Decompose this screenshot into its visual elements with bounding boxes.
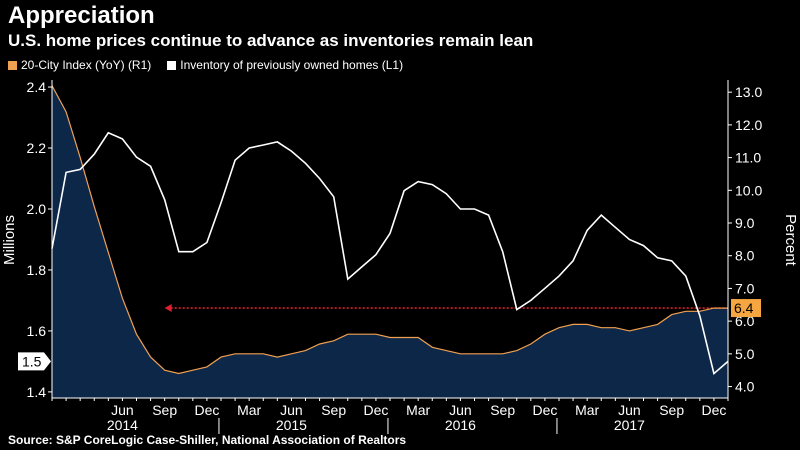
legend-label-index: 20-City Index (YoY) (R1) — [21, 58, 152, 72]
last-value-badge-index — [731, 299, 761, 318]
index-area-layer — [52, 85, 728, 398]
chart-source: Source: S&P CoreLogic Case-Shiller, Nati… — [8, 433, 407, 447]
x-year-label: 2016 — [445, 417, 476, 433]
legend-entry-index: 20-City Index (YoY) (R1) — [8, 58, 151, 72]
x-tick-label: Sep — [490, 402, 515, 418]
y-left-tick-label: 2.4 — [27, 79, 47, 95]
x-tick-label: Sep — [659, 402, 684, 418]
last-value-label-inventory: 1.5 — [22, 353, 42, 369]
axes-layer: 1.4 1.6 1.8 2.0 2.2 2.4 4.0 5.0 6.0 7.0 8.0 9.0 10.0… — [18, 79, 762, 434]
x-tick-label: Jun — [280, 402, 303, 418]
y-right-tick-label: 8.0 — [735, 248, 755, 264]
x-tick-label: Dec — [194, 402, 219, 418]
y-right-tick-label: 11.0 — [735, 150, 761, 166]
series-line-inventory — [51, 131, 729, 376]
y-right-tick-label: 7.0 — [735, 280, 755, 296]
legend-swatch-inventory — [167, 60, 177, 70]
y-right-tick-label: 12.0 — [735, 117, 762, 133]
y-right-tick-label: 10.0 — [735, 182, 762, 198]
x-tick-label: Mar — [575, 402, 599, 418]
y-left-tick-label: 1.6 — [27, 323, 47, 339]
y-right-tick-label: 13.0 — [735, 84, 762, 100]
chart-title: Appreciation — [8, 2, 155, 29]
legend-label-inventory: Inventory of previously owned homes (L1) — [180, 58, 404, 72]
y-left-tick-label: 1.8 — [27, 262, 47, 278]
legend-entry-inventory: Inventory of previously owned homes (L1) — [167, 58, 403, 72]
last-value-label-index: 6.4 — [734, 300, 754, 316]
x-tick-label: Jun — [618, 402, 641, 418]
y-left-tick-label: 2.2 — [27, 140, 47, 156]
x-year-label: 2017 — [614, 417, 645, 433]
index-area — [52, 85, 728, 398]
chart-subtitle: U.S. home prices continue to advance as … — [8, 31, 534, 50]
y-right-tick-label: 5.0 — [735, 346, 755, 362]
y-left-tick-label: 2.0 — [27, 201, 47, 217]
x-tick-label: Jun — [111, 402, 134, 418]
chart-legend: 20-City Index (YoY) (R1) Inventory of pr… — [8, 58, 419, 72]
y-axis-right-label: Percent — [782, 214, 799, 267]
series-line-layer — [51, 85, 729, 376]
y-right-tick-label: 4.0 — [735, 379, 755, 395]
last-value-badge-inventory — [18, 352, 51, 371]
x-tick-label: Mar — [406, 402, 430, 418]
series-line-index — [51, 85, 728, 375]
x-tick-label: Mar — [237, 402, 261, 418]
x-tick-label: Sep — [152, 402, 177, 418]
x-year-label: 2014 — [107, 417, 138, 433]
legend-swatch-index — [8, 60, 17, 70]
x-tick-label: Sep — [321, 402, 346, 418]
y-left-tick-label: 1.4 — [27, 384, 47, 400]
x-tick-label: Dec — [532, 402, 557, 418]
x-tick-label: Jun — [449, 402, 472, 418]
y-axis-left-label: Millions — [1, 215, 18, 265]
x-tick-label: Dec — [701, 402, 726, 418]
reference-line-layer — [164, 304, 728, 313]
reference-arrow-head — [164, 304, 172, 313]
y-right-tick-label: 6.0 — [735, 313, 755, 329]
y-right-tick-label: 9.0 — [735, 215, 755, 231]
x-tick-label: Dec — [363, 402, 388, 418]
x-year-label: 2015 — [276, 417, 307, 433]
